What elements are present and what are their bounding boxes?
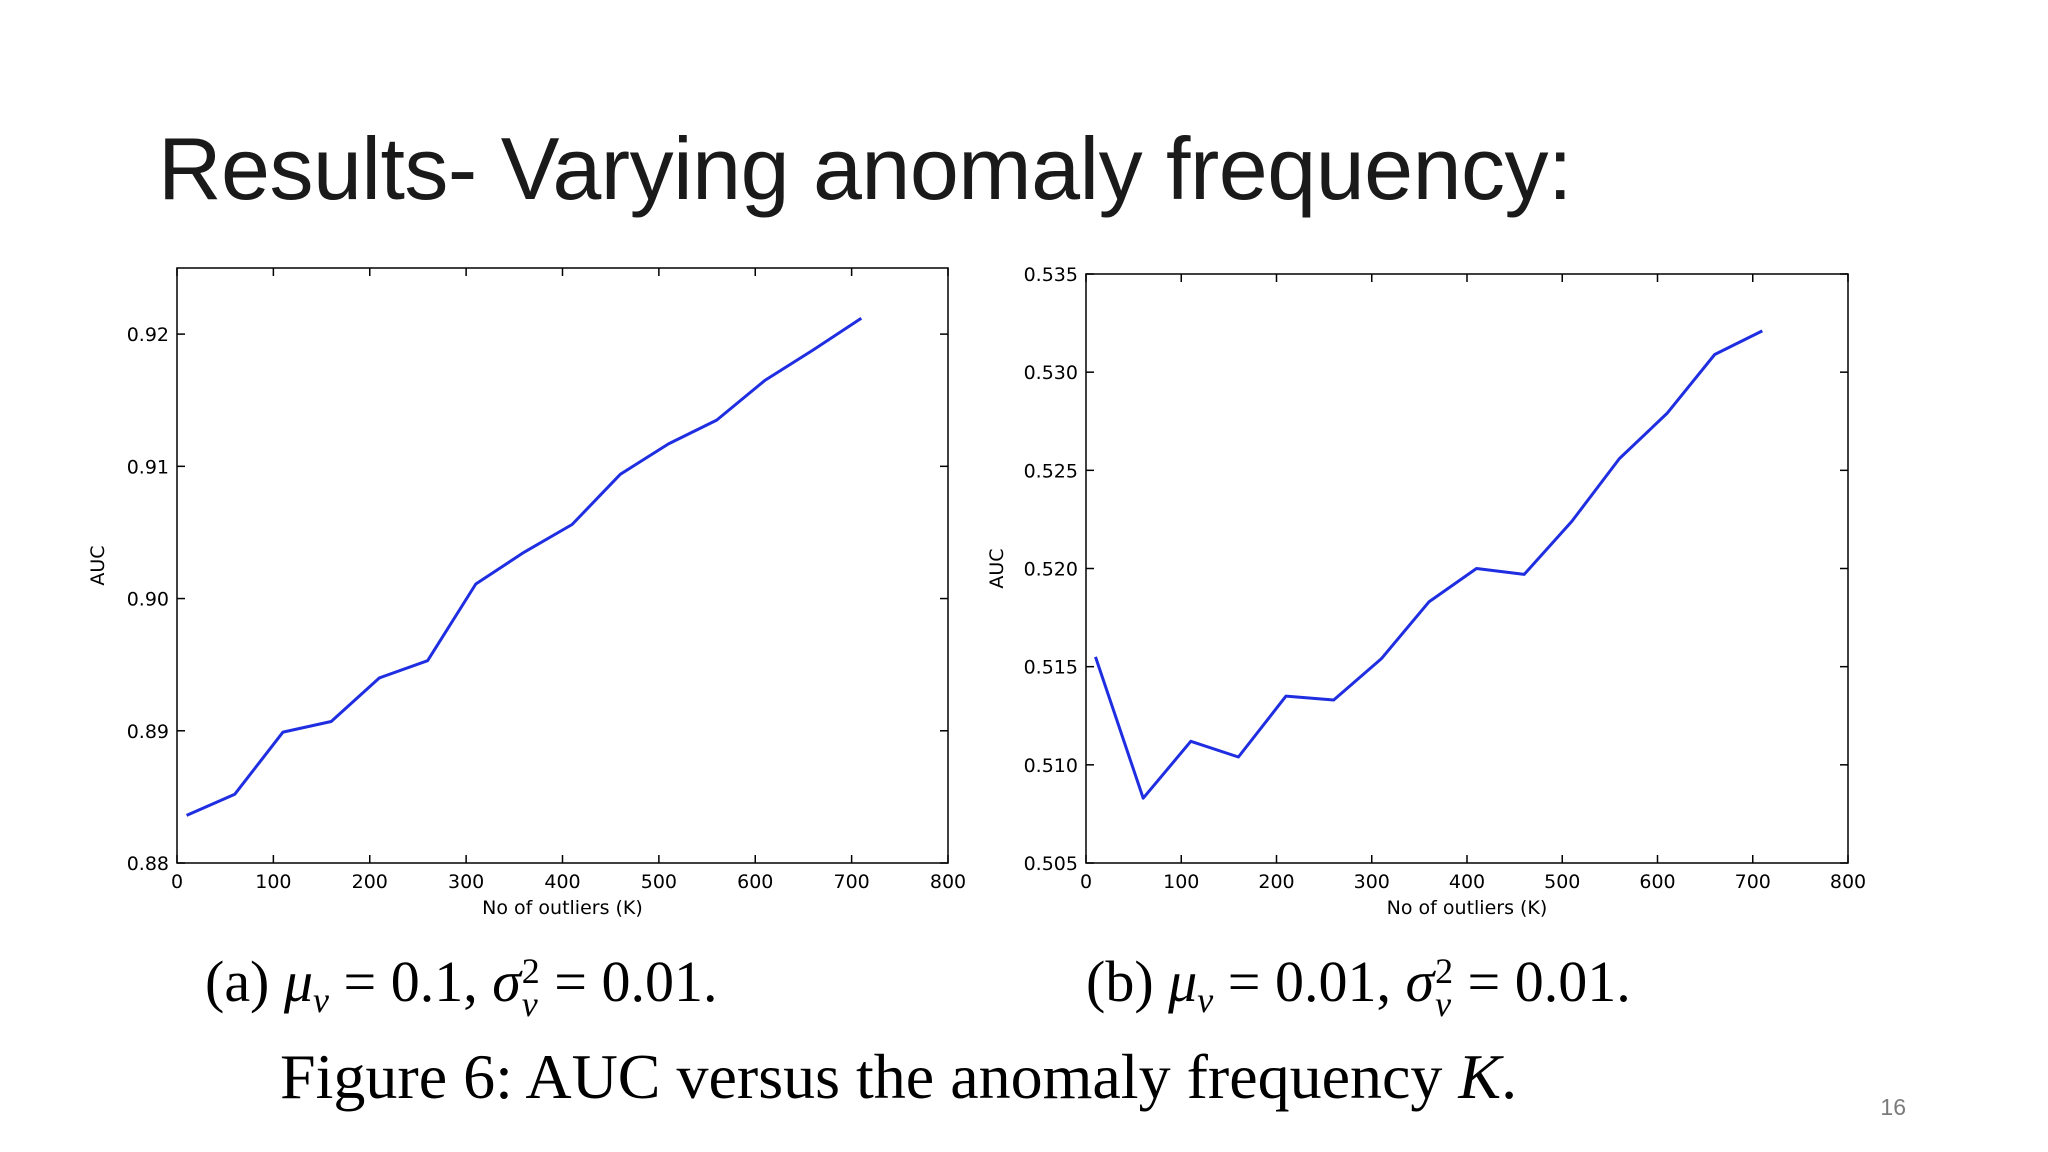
chart-a-ytick-label: 0.88 (127, 853, 169, 875)
chart-a-xtick-label: 0 (171, 871, 183, 893)
chart-b-ytick-label: 0.520 (1024, 559, 1078, 581)
chart-a-xtick-label: 500 (641, 871, 677, 893)
chart-a-ytick-label: 0.89 (127, 721, 169, 743)
chart-a-xtick-label: 300 (448, 871, 484, 893)
chart-b-xtick-label: 700 (1735, 871, 1771, 893)
page-number: 16 (1880, 1094, 1906, 1120)
chart-b-ytick-label: 0.515 (1024, 657, 1078, 679)
chart-b-ytick-label: 0.510 (1024, 755, 1078, 777)
chart-b-ylabel: AUC (986, 548, 1008, 588)
chart-b-ytick-label: 0.505 (1024, 853, 1078, 875)
chart-b-xtick-label: 500 (1544, 871, 1580, 893)
caption-a-mu-value: 0.1 (390, 949, 464, 1014)
chart-a-xtick-label: 700 (833, 871, 869, 893)
chart-a-xlabel: No of outliers (K) (482, 897, 643, 919)
chart-b-xtick-label: 0 (1080, 871, 1092, 893)
chart-b-xtick-label: 400 (1449, 871, 1485, 893)
figure-caption-var: K (1458, 1041, 1502, 1112)
chart-a-xtick-label: 200 (352, 871, 388, 893)
chart-b-plot-frame (1085, 273, 1849, 864)
slide-title: Results- Varying anomaly frequency: (158, 119, 1572, 218)
chart-b-xtick-label: 300 (1354, 871, 1390, 893)
chart-a-ylabel: AUC (87, 545, 109, 585)
caption-b-mu-value: 0.01 (1274, 949, 1377, 1014)
chart-a-series-line (185, 316, 863, 817)
chart-a-xtick-label: 600 (737, 871, 773, 893)
chart-b-xtick-label: 100 (1163, 871, 1199, 893)
chart-b-ytick-label: 0.530 (1024, 362, 1078, 384)
chart-b-ytick-label: 0.535 (1024, 264, 1078, 286)
chart-b-xtick-label: 600 (1639, 871, 1675, 893)
caption-b-prefix: (b) (1086, 949, 1169, 1014)
chart-a-ytick-label: 0.91 (127, 456, 169, 478)
chart-b-xtick-label: 800 (1830, 871, 1866, 893)
chart-a-xtick-label: 800 (930, 871, 966, 893)
caption-a-sigma-value: 0.01. (601, 949, 718, 1014)
chart-a-xtick-label: 100 (255, 871, 291, 893)
figure-caption: Figure 6: AUC versus the anomaly frequen… (280, 1040, 1517, 1114)
chart-b-xlabel: No of outliers (K) (1387, 897, 1548, 919)
chart-b-series-line (1094, 329, 1763, 800)
chart-a-xtick-label: 400 (544, 871, 580, 893)
caption-a-prefix: (a) (205, 949, 284, 1014)
chart-b-xtick-label: 200 (1258, 871, 1294, 893)
chart-b-ytick-label: 0.525 (1024, 460, 1078, 482)
figure-caption-text: Figure 6: AUC versus the anomaly frequen… (280, 1041, 1459, 1112)
chart-a-ytick-label: 0.90 (127, 589, 169, 611)
figure-caption-end: . (1501, 1041, 1518, 1112)
chart-a-ytick-label: 0.92 (127, 324, 169, 346)
caption-b-sigma-value: 0.01. (1514, 949, 1631, 1014)
